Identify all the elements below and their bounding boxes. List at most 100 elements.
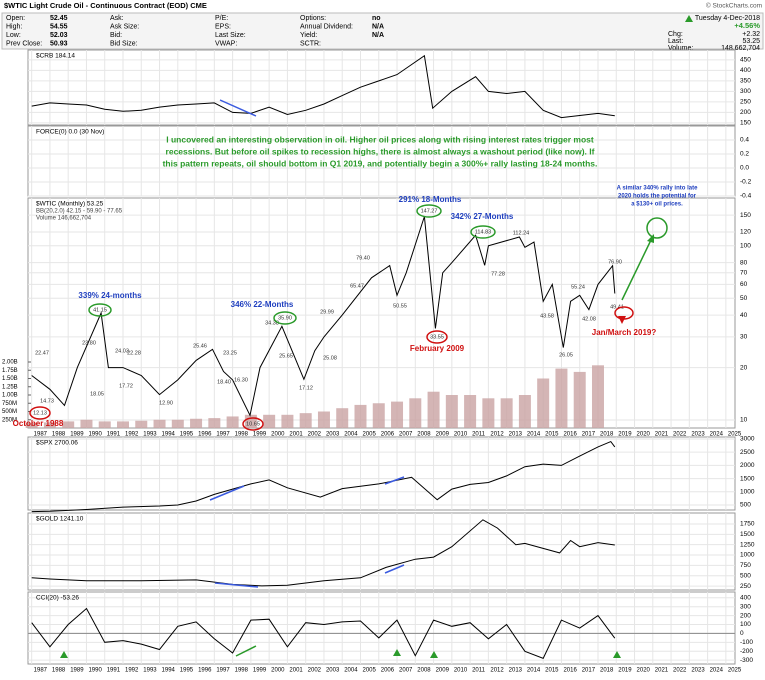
volume-bar — [244, 414, 257, 428]
x-tick-label: 1996 — [198, 432, 212, 438]
volume-bar — [537, 378, 550, 428]
y2-tick-label: 750M — [2, 401, 17, 407]
x-tick-label: 2005 — [362, 668, 376, 674]
price-label: 79.40 — [356, 255, 370, 261]
price-label: 12.90 — [159, 400, 173, 406]
field-value: N/A — [372, 32, 384, 39]
up-icon — [685, 15, 693, 22]
stat-value: 148,662,704 — [721, 45, 760, 52]
price-line — [31, 519, 615, 587]
x-tick-label: 2011 — [472, 432, 486, 438]
price-label: 25.46 — [193, 343, 207, 349]
annotation: 339% 24-months — [78, 291, 142, 300]
price-label: 18.40 — [217, 379, 231, 385]
x-tick-label: 2003 — [326, 432, 340, 438]
volume-bar — [445, 395, 458, 428]
price-label: 50.55 — [393, 303, 407, 309]
quote-box — [1, 12, 764, 50]
x-tick-label: 1987 — [34, 432, 48, 438]
field-value: N/A — [372, 23, 384, 30]
quote-date: Tuesday 4-Dec-2018 — [695, 15, 760, 22]
panel — [27, 591, 736, 665]
y-tick-label: 1000 — [740, 489, 755, 496]
y-tick-label: -0.4 — [740, 193, 752, 200]
volume-bar — [80, 419, 93, 428]
x-tick-label: 1989 — [70, 668, 84, 674]
y-tick-label: 30 — [740, 334, 748, 341]
panel-title: FORCE(0) 0.0 (30 Nov) — [36, 129, 104, 136]
source: © StockCharts.com — [706, 2, 762, 10]
x-tick-label: 2024 — [710, 432, 724, 438]
price-label: 76.90 — [608, 259, 622, 265]
volume-bar — [500, 398, 513, 428]
y-tick-label: 200 — [740, 109, 751, 116]
field-label: Ask Size: — [110, 23, 139, 30]
arrow-head — [613, 651, 621, 658]
x-tick-label: 2008 — [417, 432, 431, 438]
x-tick-label: 2009 — [436, 432, 450, 438]
panel — [27, 512, 736, 591]
chart-heading: $WTIC Light Crude Oil - Continuous Contr… — [4, 1, 207, 10]
price-line — [31, 54, 615, 119]
price-label: 14.73 — [40, 398, 54, 404]
y2-tick-label: 1.00B — [2, 393, 18, 399]
circle — [88, 303, 112, 317]
y-tick-label: 10 — [740, 417, 748, 424]
field-label: VWAP: — [215, 40, 237, 47]
price-label: 23.80 — [82, 340, 96, 346]
x-tick-label: 2017 — [582, 668, 596, 674]
x-tick-label: 1995 — [180, 432, 194, 438]
annotation: 346% 22-Months — [231, 300, 294, 309]
panel-title: $SPX 2700.06 — [36, 440, 78, 447]
volume-bar — [135, 420, 148, 428]
arrow-head — [618, 316, 626, 324]
x-tick-label: 2013 — [509, 432, 523, 438]
panel-title: $WTIC (Monthly) 53.25 — [36, 201, 104, 208]
arrow-head — [430, 651, 438, 658]
x-tick-label: 1990 — [88, 432, 102, 438]
x-tick-label: 2001 — [289, 668, 303, 674]
x-tick-label: 2006 — [381, 668, 395, 674]
x-tick-label: 1994 — [162, 432, 176, 438]
callout: a $130+ oil prices. — [631, 202, 683, 208]
y-tick-label: 200 — [740, 612, 751, 619]
field-label: Bid: — [110, 32, 122, 39]
x-tick-label: 2021 — [655, 668, 669, 674]
arrow — [384, 476, 405, 485]
panel — [27, 125, 736, 197]
x-tick-label: 2007 — [399, 668, 413, 674]
arrow-head — [60, 651, 68, 658]
price-label: 16.30 — [234, 377, 248, 383]
annotation: I uncovered an interesting observation i… — [166, 134, 594, 144]
x-tick-label: 2016 — [563, 432, 577, 438]
x-tick-label: 2023 — [691, 668, 705, 674]
price-label: 34.38 — [265, 320, 279, 326]
y-tick-label: 150 — [740, 212, 751, 219]
y-tick-label: 300 — [740, 603, 751, 610]
x-tick-label: 1995 — [180, 668, 194, 674]
field-label: Bid Size: — [110, 40, 138, 47]
stat-label: Volume: — [668, 45, 693, 52]
volume-bar — [226, 416, 239, 428]
stat-value: +2.32 — [742, 31, 760, 38]
y2-tick-label: 1.75B — [2, 368, 18, 374]
x-tick-label: 2012 — [490, 432, 504, 438]
x-tick-label: 1997 — [216, 432, 230, 438]
arrow — [384, 564, 405, 574]
arrow — [214, 582, 259, 588]
field-label: EPS: — [215, 23, 231, 30]
x-tick-label: 2007 — [399, 432, 413, 438]
price-label: 43.58 — [540, 313, 554, 319]
panel-title: $GOLD 1241.10 — [36, 516, 84, 523]
x-tick-label: 2018 — [600, 432, 614, 438]
x-tick-label: 2020 — [637, 432, 651, 438]
y-tick-label: 1250 — [740, 541, 755, 548]
x-tick-label: 2019 — [618, 432, 632, 438]
field-value: 54.55 — [50, 23, 68, 30]
annotation: recessions. But before oil spikes to rec… — [166, 146, 595, 156]
y-tick-label: 500 — [740, 572, 751, 579]
y-tick-label: 400 — [740, 67, 751, 74]
field-label: Options: — [300, 15, 326, 22]
volume-bar — [518, 395, 531, 428]
circle — [242, 417, 264, 431]
